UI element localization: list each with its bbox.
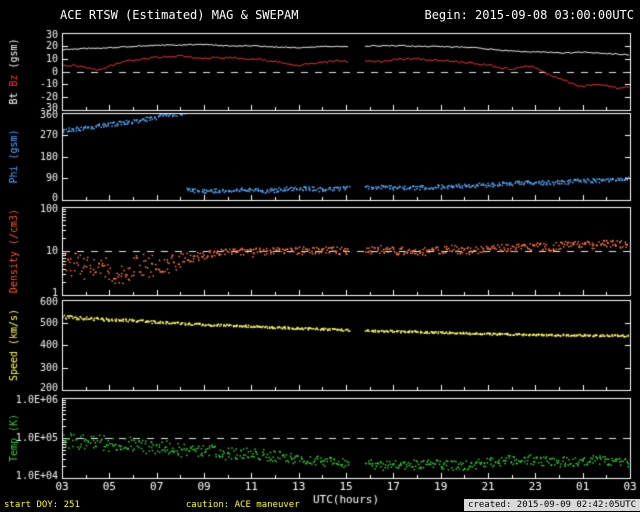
title-bar: ACE RTSW (Estimated) MAG & SWEPAM Begin:… bbox=[0, 0, 640, 28]
start-doy-label: start DOY: 251 bbox=[4, 499, 80, 510]
caution-label: caution: ACE maneuver bbox=[185, 499, 300, 510]
created-timestamp: created: 2015-09-09 02:42:05UTC bbox=[464, 498, 640, 511]
begin-timestamp: Begin: 2015-09-08 03:00:00UTC bbox=[424, 8, 634, 22]
footer-bar: start DOY: 251 caution: ACE maneuver cre… bbox=[0, 497, 640, 512]
plot-title: ACE RTSW (Estimated) MAG & SWEPAM bbox=[60, 8, 299, 22]
chart-canvas bbox=[0, 28, 640, 512]
